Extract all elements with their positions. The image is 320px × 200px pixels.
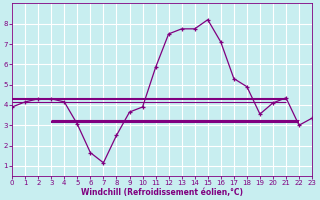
X-axis label: Windchill (Refroidissement éolien,°C): Windchill (Refroidissement éolien,°C): [81, 188, 243, 197]
